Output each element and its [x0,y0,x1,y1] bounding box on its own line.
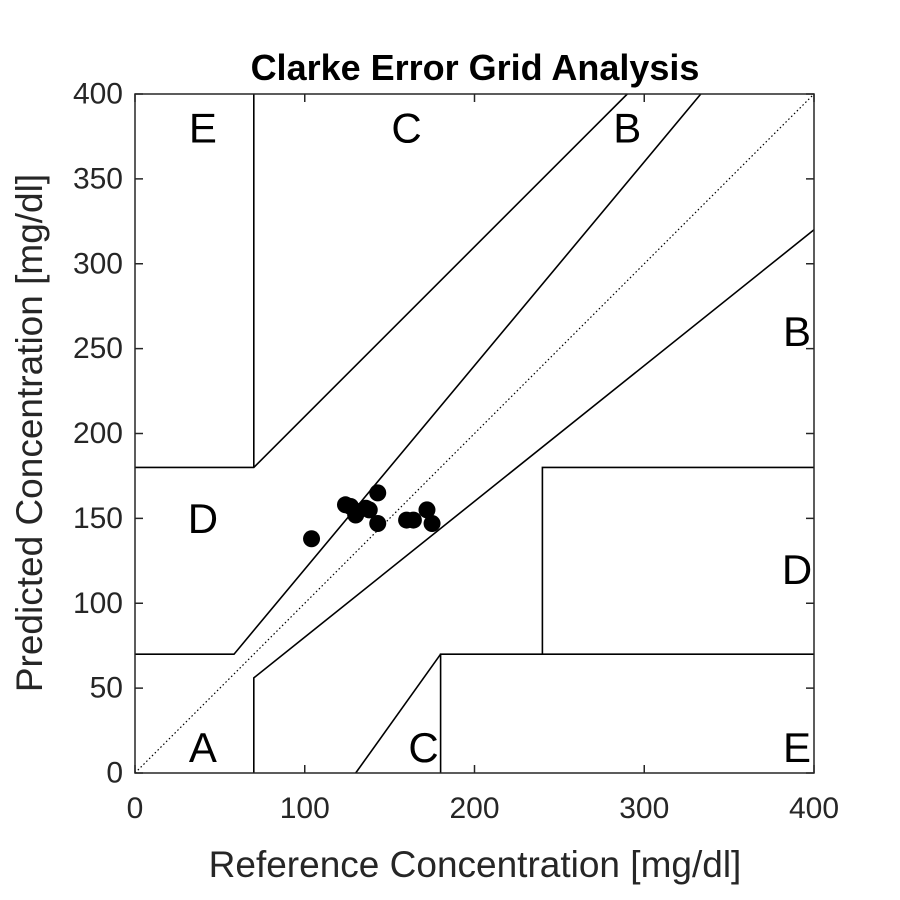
x-tick-label: 0 [127,792,144,825]
y-tick-label: 150 [73,502,123,535]
zone-label-b-4: B [783,308,811,355]
data-point [418,501,436,519]
zone-boundaries [135,93,815,774]
zone-boundary-5 [355,653,442,774]
data-point [404,511,422,529]
identity-line [134,93,815,774]
y-tick-label: 400 [73,78,123,111]
data-point [360,501,378,519]
chart-title: Clarke Error Grid Analysis [251,47,700,88]
zone-label-c-2: C [391,104,421,151]
data-points [303,484,441,548]
y-tick-label: 50 [90,672,123,705]
data-point [423,514,441,532]
zone-label-a-7: A [189,724,217,771]
y-tick-label: 0 [106,757,123,790]
zone-label-d-6: D [782,546,812,593]
zone-boundary-7 [541,466,814,655]
zone-labels: E C B B D D A C E [188,104,812,771]
zone-label-e-9: E [783,724,811,771]
zone-boundary-2 [135,93,628,469]
zone-boundary-6 [439,653,814,773]
x-tick-label: 200 [449,792,499,825]
data-point [369,514,387,532]
y-axis-ticks: 0 50 100 150 200 250 300 350 400 [73,78,814,790]
zone-label-b-3: B [613,104,641,151]
y-axis-label: Predicted Concentration [mg/dl] [9,174,50,692]
x-tick-label: 300 [619,792,669,825]
y-tick-label: 250 [73,332,123,365]
data-point [369,484,387,502]
y-tick-label: 200 [73,417,123,450]
x-axis-label: Reference Concentration [mg/dl] [209,844,742,885]
data-point [303,530,321,548]
x-tick-label: 400 [789,792,839,825]
zone-label-c-8: C [408,724,438,771]
zone-boundary-4 [253,229,815,773]
zone-boundary-3 [135,93,702,656]
zone-label-d-5: D [188,495,218,542]
x-tick-label: 100 [280,792,330,825]
y-tick-label: 350 [73,162,123,195]
y-tick-label: 300 [73,247,123,280]
zone-label-e-1: E [189,104,217,151]
y-tick-label: 100 [73,587,123,620]
x-axis-ticks: 0 100 200 300 400 [127,94,839,825]
